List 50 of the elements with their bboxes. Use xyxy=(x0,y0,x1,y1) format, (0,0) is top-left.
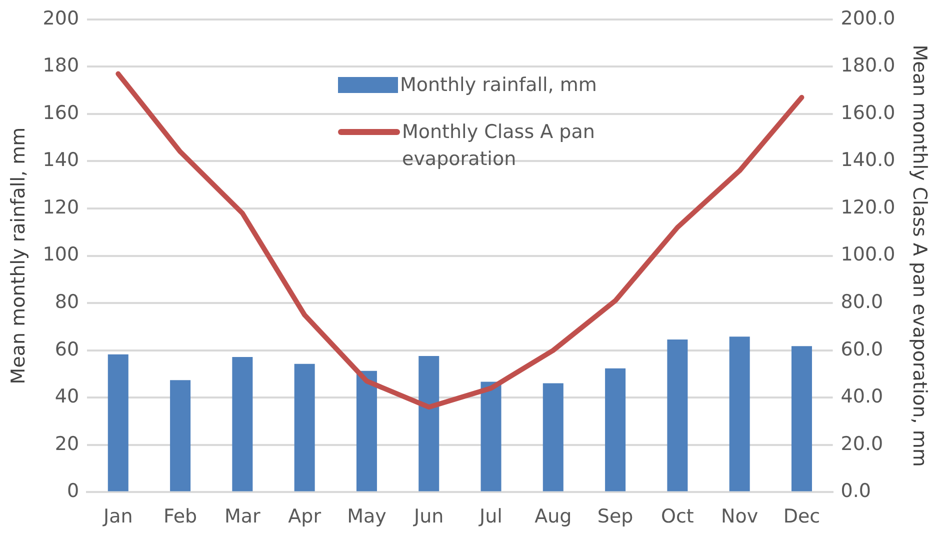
y-tick-label: 0 xyxy=(66,480,80,502)
y2-tick-label: 120.0 xyxy=(840,196,896,218)
x-tick-label: Mar xyxy=(224,506,261,528)
bar xyxy=(418,356,440,492)
x-tick-label: Apr xyxy=(288,506,322,528)
y2-axis-title: Mean monthly Class A pan evaporation, mm xyxy=(908,44,931,467)
bar xyxy=(108,354,128,492)
y-tick-label: 60 xyxy=(54,338,80,360)
x-tick-label: Aug xyxy=(534,506,572,528)
y-tick-label: 120 xyxy=(42,196,80,218)
x-tick-label: Oct xyxy=(661,506,694,528)
y2-tick-label: 60.0 xyxy=(840,338,884,360)
bar xyxy=(791,346,812,492)
y-tick-label: 180 xyxy=(42,54,80,77)
y-tick-label: 80 xyxy=(54,291,80,314)
y-tick-label: 200 xyxy=(42,7,80,30)
x-tick-label: Jan xyxy=(102,506,133,528)
y2-tick-label: 200.0 xyxy=(840,7,896,30)
x-tick-label: Jul xyxy=(478,506,502,528)
bar xyxy=(480,382,502,492)
y2-tick-label: 100.0 xyxy=(840,244,896,266)
y2-tick-label: 160.0 xyxy=(840,102,896,124)
bar xyxy=(170,380,191,492)
bar xyxy=(356,370,377,492)
x-tick-label: Sep xyxy=(597,506,634,528)
y-tick-label: 140 xyxy=(42,149,80,172)
x-tick-label: Jun xyxy=(413,506,444,528)
y-tick-label: 160 xyxy=(42,102,80,124)
y2-tick-label: 0.0 xyxy=(840,480,872,502)
bar xyxy=(294,364,315,492)
x-tick-label: Dec xyxy=(783,506,820,528)
legend-label: Monthly Class A pan evaporation xyxy=(402,120,596,172)
y2-tick-label: 40.0 xyxy=(840,386,884,408)
bar xyxy=(667,339,688,492)
y2-tick-label: 180.0 xyxy=(840,54,896,77)
x-tick-label: Nov xyxy=(721,506,758,528)
y2-tick-label: 140.0 xyxy=(840,149,896,172)
bar xyxy=(542,383,564,492)
bar xyxy=(729,336,750,492)
y-tick-label: 40 xyxy=(54,386,80,408)
x-tick-label: May xyxy=(347,506,386,528)
bar xyxy=(605,368,626,492)
y-tick-label: 20 xyxy=(54,432,80,455)
x-tick-label: Feb xyxy=(163,506,198,528)
y-axis-title: Mean monthly rainfall, mm xyxy=(7,127,30,384)
y2-tick-label: 20.0 xyxy=(840,432,884,455)
y2-tick-label: 80.0 xyxy=(840,291,884,314)
y-tick-label: 100 xyxy=(42,244,80,266)
bar xyxy=(232,356,253,492)
legend-label: Monthly rainfall, mm xyxy=(400,73,597,98)
